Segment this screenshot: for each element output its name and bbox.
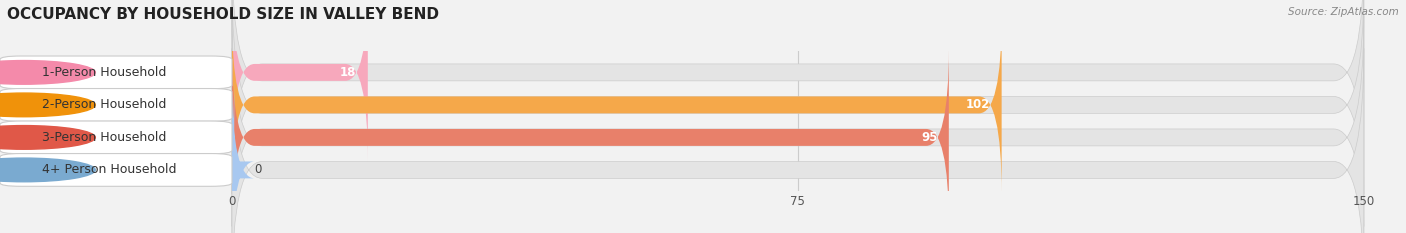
FancyBboxPatch shape — [232, 0, 368, 161]
FancyBboxPatch shape — [232, 48, 1364, 233]
Text: 3-Person Household: 3-Person Household — [42, 131, 166, 144]
Text: OCCUPANCY BY HOUSEHOLD SIZE IN VALLEY BEND: OCCUPANCY BY HOUSEHOLD SIZE IN VALLEY BE… — [7, 7, 439, 22]
Text: 1-Person Household: 1-Person Household — [42, 66, 166, 79]
Text: 95: 95 — [921, 131, 938, 144]
Text: 2-Person Household: 2-Person Household — [42, 98, 166, 111]
Text: 102: 102 — [966, 98, 990, 111]
Text: 0: 0 — [254, 163, 262, 176]
FancyBboxPatch shape — [232, 48, 949, 226]
Text: 18: 18 — [340, 66, 357, 79]
FancyBboxPatch shape — [232, 0, 1364, 194]
Text: 4+ Person Household: 4+ Person Household — [42, 163, 177, 176]
FancyBboxPatch shape — [232, 16, 1364, 233]
FancyBboxPatch shape — [232, 0, 1364, 226]
FancyBboxPatch shape — [232, 16, 1001, 194]
FancyBboxPatch shape — [212, 81, 254, 233]
Text: Source: ZipAtlas.com: Source: ZipAtlas.com — [1288, 7, 1399, 17]
